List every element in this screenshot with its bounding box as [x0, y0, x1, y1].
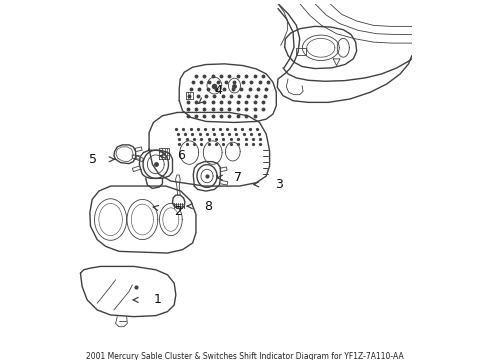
Text: 6: 6	[177, 149, 185, 162]
Text: 5: 5	[89, 153, 97, 166]
Text: 4: 4	[214, 84, 222, 97]
Text: 2001 Mercury Sable Cluster & Switches Shift Indicator Diagram for YF1Z-7A110-AA: 2001 Mercury Sable Cluster & Switches Sh…	[85, 352, 403, 360]
Text: 7: 7	[234, 171, 242, 184]
Text: 2: 2	[174, 205, 182, 218]
Text: 8: 8	[204, 200, 212, 213]
Text: 1: 1	[154, 293, 162, 306]
Text: 3: 3	[274, 178, 282, 191]
